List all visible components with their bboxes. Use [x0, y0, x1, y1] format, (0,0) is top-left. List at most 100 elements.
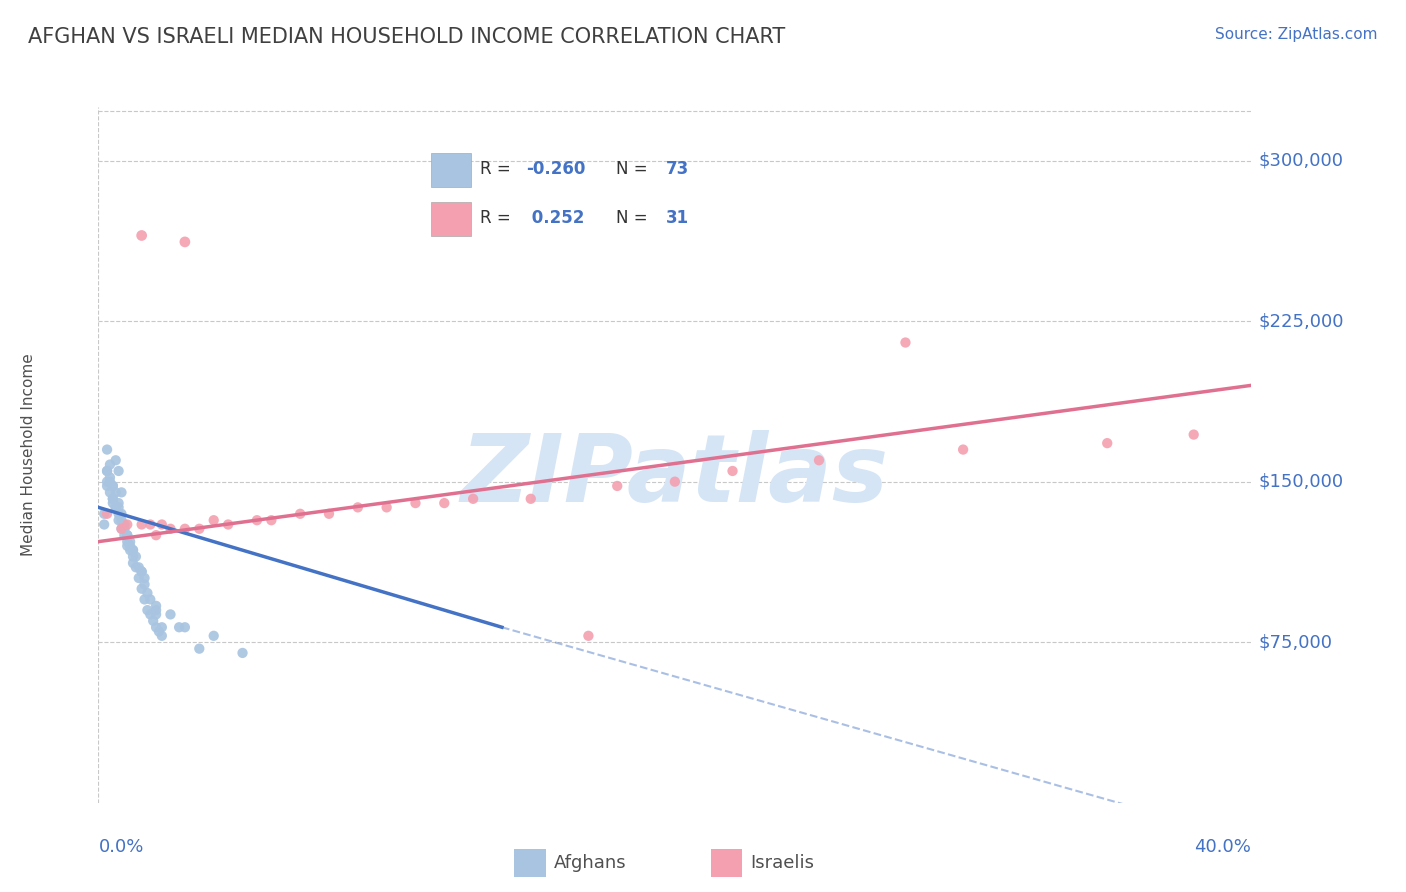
- Point: [98, 470, 121, 484]
- Point: [807, 453, 830, 467]
- Point: [142, 614, 165, 628]
- Point: [217, 517, 239, 532]
- Point: [145, 603, 167, 617]
- Point: [122, 543, 145, 558]
- Point: [145, 599, 167, 613]
- Point: [1182, 427, 1205, 442]
- Text: Israelis: Israelis: [751, 854, 814, 872]
- Point: [405, 496, 427, 510]
- Point: [117, 528, 138, 542]
- Point: [98, 475, 121, 489]
- Point: [122, 549, 145, 564]
- Point: [139, 607, 162, 622]
- Point: [110, 522, 132, 536]
- Point: [375, 500, 398, 515]
- Point: [131, 565, 153, 579]
- Point: [134, 592, 156, 607]
- Point: [664, 475, 686, 489]
- Text: $75,000: $75,000: [1258, 633, 1333, 651]
- Bar: [515, 849, 546, 877]
- Point: [120, 539, 142, 553]
- Point: [117, 534, 138, 549]
- Point: [101, 491, 124, 506]
- Point: [117, 517, 138, 532]
- Point: [174, 522, 197, 536]
- Text: 0.0%: 0.0%: [98, 838, 143, 856]
- Point: [131, 565, 153, 579]
- Point: [104, 500, 127, 515]
- Text: $225,000: $225,000: [1258, 312, 1344, 330]
- Point: [112, 517, 135, 532]
- Point: [107, 513, 129, 527]
- Point: [576, 629, 599, 643]
- Point: [104, 485, 127, 500]
- Point: [110, 522, 132, 536]
- Text: Source: ZipAtlas.com: Source: ZipAtlas.com: [1215, 27, 1378, 42]
- Point: [131, 517, 153, 532]
- Point: [174, 620, 197, 634]
- Point: [134, 577, 156, 591]
- Point: [101, 496, 124, 510]
- Point: [128, 560, 150, 574]
- Point: [96, 507, 118, 521]
- Point: [346, 500, 368, 515]
- Point: [122, 556, 145, 570]
- Text: $150,000: $150,000: [1258, 473, 1344, 491]
- Point: [110, 507, 132, 521]
- Point: [96, 475, 118, 489]
- Point: [117, 539, 138, 553]
- Point: [1097, 436, 1119, 450]
- Text: N =: N =: [616, 161, 652, 178]
- Point: [104, 453, 127, 467]
- Point: [145, 607, 167, 622]
- Point: [98, 458, 121, 472]
- Point: [145, 528, 167, 542]
- Point: [112, 522, 135, 536]
- Point: [318, 507, 340, 521]
- Point: [120, 543, 142, 558]
- Point: [112, 522, 135, 536]
- Point: [101, 491, 124, 506]
- Text: 31: 31: [665, 210, 689, 227]
- Point: [120, 534, 142, 549]
- Text: R =: R =: [479, 161, 516, 178]
- Point: [174, 235, 197, 249]
- Point: [136, 586, 159, 600]
- Point: [136, 603, 159, 617]
- Bar: [430, 153, 471, 186]
- Point: [520, 491, 543, 506]
- Point: [952, 442, 974, 457]
- Point: [721, 464, 744, 478]
- Point: [188, 641, 211, 656]
- Point: [159, 607, 181, 622]
- Point: [159, 522, 181, 536]
- Point: [125, 560, 148, 574]
- Text: R =: R =: [479, 210, 516, 227]
- Text: 40.0%: 40.0%: [1195, 838, 1251, 856]
- Point: [101, 479, 124, 493]
- Point: [131, 228, 153, 243]
- Point: [231, 646, 254, 660]
- Point: [461, 491, 484, 506]
- Point: [112, 528, 135, 542]
- Point: [107, 496, 129, 510]
- Point: [93, 517, 115, 532]
- Point: [139, 517, 162, 532]
- Point: [167, 620, 190, 634]
- Point: [125, 549, 148, 564]
- Text: ZIPatlas: ZIPatlas: [461, 430, 889, 522]
- Point: [150, 620, 173, 634]
- Point: [145, 620, 167, 634]
- Point: [107, 464, 129, 478]
- Point: [128, 571, 150, 585]
- Text: 0.252: 0.252: [526, 210, 585, 227]
- Text: $300,000: $300,000: [1258, 152, 1343, 169]
- Point: [110, 513, 132, 527]
- Point: [139, 592, 162, 607]
- Point: [894, 335, 917, 350]
- Point: [93, 507, 115, 521]
- Point: [107, 500, 129, 515]
- Point: [98, 485, 121, 500]
- Point: [188, 522, 211, 536]
- Point: [122, 543, 145, 558]
